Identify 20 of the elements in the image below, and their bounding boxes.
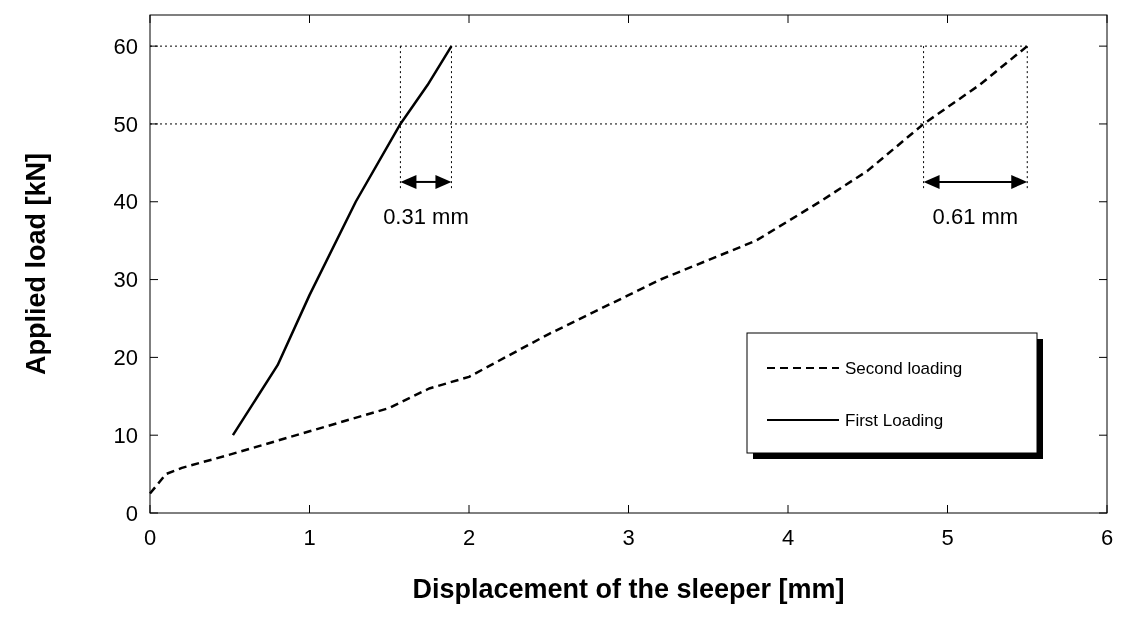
y-tick-label: 50	[113, 111, 138, 137]
x-tick-label: 4	[781, 525, 795, 550]
legend-label: First Loading	[845, 410, 944, 430]
legend-label: Second loading	[845, 358, 963, 378]
x-tick-label: 5	[941, 525, 954, 550]
y-tick-label: 20	[113, 345, 138, 371]
y-tick-label: 0	[125, 500, 138, 526]
x-tick-label: 0	[143, 525, 157, 550]
x-tick-label: 3	[622, 525, 635, 550]
x-tick-label: 1	[303, 525, 316, 550]
y-tick-label: 60	[113, 33, 138, 59]
x-axis-title: Displacement of the sleeper [mm]	[412, 574, 845, 604]
x-tick-label: 2	[462, 525, 476, 550]
y-tick-label: 30	[113, 267, 138, 293]
annotation: 0.61 mm	[932, 203, 1019, 229]
y-tick-label: 10	[113, 422, 138, 448]
y-tick-label: 40	[113, 189, 138, 215]
x-tick-label: 6	[1100, 525, 1114, 550]
annotation: 0.31 mm	[383, 203, 469, 229]
y-axis-title: Applied load [kN]	[21, 153, 51, 375]
